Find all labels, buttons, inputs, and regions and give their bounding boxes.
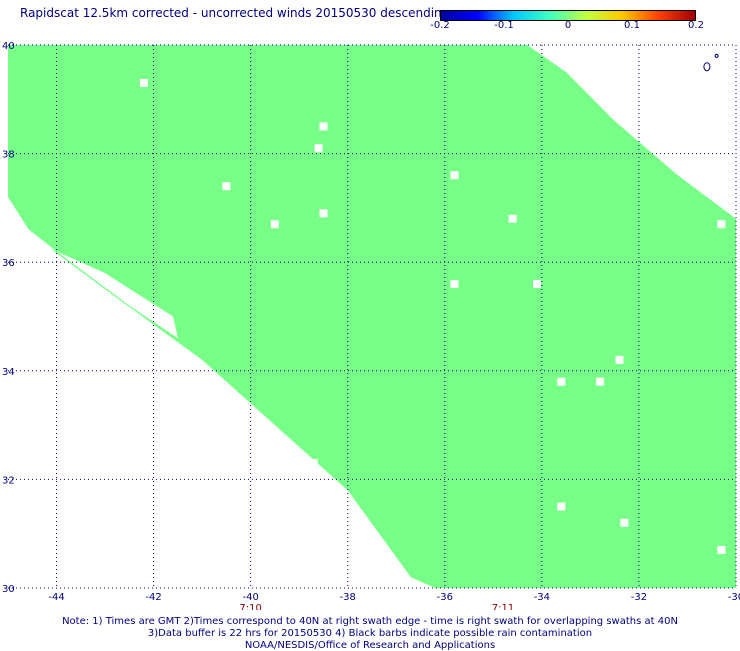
missing-cell [319,209,328,218]
missing-cell [533,279,541,288]
chart-title: Rapidscat 12.5km corrected - uncorrected… [20,6,450,20]
island-marker [703,62,711,72]
missing-cell [557,502,566,511]
y-tick-label: 36 [2,258,15,269]
tick-labels-layer: -44 -42 -40 -38 -36 -34 -32 -30 30 32 34 36 38 40 [2,41,740,603]
x-tick-label: -44 [48,592,64,603]
missing-cell [615,355,624,364]
swath-gap [8,213,178,339]
swath-layer [8,45,736,588]
colorbar-tick-label: -0.2 [430,20,450,31]
missing-cell [557,377,566,386]
y-tick-label: 34 [2,367,15,378]
y-tick-label: 32 [2,475,15,486]
footnote-line-2: 3)Data buffer is 22 hrs for 20150530 4) … [147,628,593,639]
grid-layer [8,44,737,589]
time-label: 7:10 [239,603,261,610]
colorbar-tick-label: 0.1 [624,20,640,31]
missing-cell [450,279,459,288]
missing-cell [319,122,328,131]
x-tick-label: -32 [631,592,647,603]
colorbar-tick-label: 0 [564,20,572,31]
missing-cells-layer [139,79,726,554]
missing-cell [717,220,726,229]
missing-cell [314,144,323,153]
footnote-line-3: NOAA/NESDIS/Office of Research and Appli… [244,640,496,651]
x-tick-label: -30 [728,592,740,603]
missing-cell [508,214,517,223]
y-tick-label: 38 [2,150,15,161]
y-tick-label: 40 [2,41,15,52]
colorbar-tick-label: -0.1 [494,20,514,31]
y-tick-label: 30 [2,584,15,595]
missing-cell [450,171,459,180]
island-marker [714,53,719,58]
missing-cell [270,220,279,229]
missing-cell [596,377,605,386]
x-tick-label: -34 [534,592,550,603]
time-labels-layer: 7:10 7:11 [239,603,514,610]
x-tick-label: -36 [437,592,453,603]
colorbar-labels: -0.2 -0.1 0 0.1 0.2 [0,0,740,40]
island-layer [703,53,719,72]
missing-cell [139,79,148,87]
missing-cell [620,518,629,527]
footnote-line-1: Note: 1) Times are GMT 2)Times correspon… [62,616,678,627]
missing-cell [222,182,231,191]
plot-area: -44 -42 -40 -38 -36 -34 -32 -30 30 32 34 36 38 40 7:1… [2,41,740,610]
x-tick-label: -38 [340,592,356,603]
colorbar-tick-label: 0.2 [688,20,704,31]
missing-cell [309,459,318,468]
time-label: 7:11 [492,603,514,610]
x-tick-label: -42 [145,592,161,603]
missing-cell [717,546,726,554]
x-tick-label: -40 [242,592,258,603]
swath-region [8,45,736,588]
colorbar [440,10,696,21]
